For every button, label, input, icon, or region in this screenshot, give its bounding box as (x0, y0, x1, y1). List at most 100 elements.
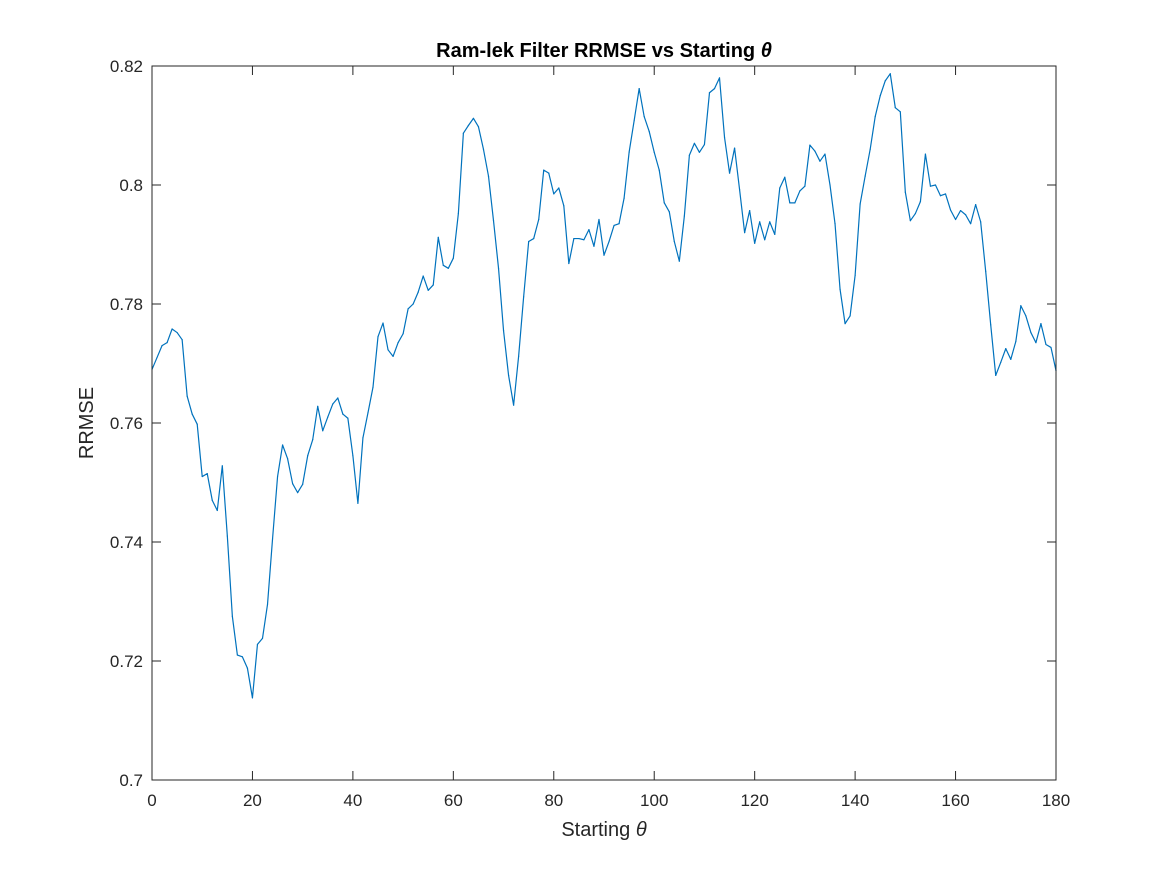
data-point (688, 154, 690, 156)
data-point (959, 209, 962, 212)
data-point (281, 444, 284, 446)
y-axis-ticks: 0.7 0.72 0.74 0.76 0.78 0.8 0.82 (110, 57, 1056, 790)
data-point (1030, 331, 1032, 334)
data-point (844, 323, 846, 325)
data-point (261, 637, 264, 639)
data-point (372, 386, 374, 388)
data-point (749, 209, 751, 212)
data-point (668, 211, 670, 213)
data-point (733, 147, 736, 149)
data-point (477, 126, 480, 128)
data-point (1010, 358, 1012, 360)
x-tick-label: 40 (343, 791, 362, 810)
data-point (588, 229, 590, 231)
data-point (759, 221, 761, 223)
data-point (608, 240, 610, 243)
data-point (251, 697, 254, 699)
data-point (221, 465, 223, 467)
data-point (663, 202, 665, 204)
data-point (161, 345, 163, 347)
data-point (884, 80, 886, 82)
data-point (934, 184, 937, 186)
data-point (744, 232, 746, 234)
data-point (949, 209, 952, 211)
data-point (568, 262, 570, 265)
data-point (708, 92, 711, 94)
data-point (382, 322, 384, 324)
data-point (518, 355, 520, 357)
data-point (176, 331, 178, 334)
data-point (975, 204, 977, 206)
x-tick-label: 100 (640, 791, 668, 810)
data-point (914, 212, 916, 215)
data-point (462, 132, 464, 134)
data-point (678, 260, 680, 262)
data-point (327, 416, 329, 418)
data-point (452, 257, 454, 259)
data-point (523, 296, 525, 298)
data-point (407, 308, 409, 310)
data-point (432, 284, 434, 286)
data-point (598, 218, 600, 221)
data-point (653, 151, 655, 153)
data-point (201, 475, 203, 478)
data-point (256, 643, 259, 645)
data-point (186, 395, 188, 397)
y-tick-label: 0.82 (110, 57, 143, 76)
x-tick-label: 180 (1042, 791, 1070, 810)
data-point (352, 455, 354, 457)
data-point (603, 254, 605, 256)
x-axis-ticks: 0 20 40 60 80 100 120 140 160 180 (147, 66, 1070, 810)
data-point (859, 203, 861, 205)
data-point (427, 289, 429, 291)
data-point (528, 240, 530, 243)
data-point (985, 270, 987, 272)
data-point (1035, 342, 1037, 344)
y-tick-label: 0.78 (110, 295, 143, 314)
data-point (337, 397, 339, 399)
data-point (342, 413, 344, 415)
data-point (970, 223, 972, 225)
data-point (166, 342, 168, 344)
y-tick-label: 0.8 (119, 176, 143, 195)
data-point (849, 315, 851, 317)
data-point (543, 169, 545, 171)
data-point (683, 215, 685, 217)
chart-title-text: Ram-lek Filter RRMSE vs Starting (436, 40, 755, 62)
plot-area (152, 66, 1056, 780)
x-axis-label-text: Starting (561, 819, 630, 841)
data-point (583, 239, 585, 241)
data-point (357, 502, 359, 504)
x-axis-label-symbol: θ (636, 819, 647, 841)
data-point (965, 214, 967, 216)
x-tick-label: 80 (544, 791, 563, 810)
data-point (563, 205, 565, 207)
data-point (809, 144, 811, 146)
data-point (548, 172, 550, 174)
data-point (492, 220, 495, 222)
x-tick-label: 0 (147, 791, 156, 810)
data-point (829, 184, 831, 186)
data-point (879, 95, 881, 97)
y-tick-label: 0.76 (110, 414, 143, 433)
data-point (944, 193, 947, 195)
data-point (287, 458, 289, 460)
data-point (447, 267, 449, 269)
data-point (618, 223, 620, 225)
data-point (1000, 361, 1002, 363)
data-point (397, 342, 399, 344)
data-point (317, 405, 319, 407)
data-point (211, 499, 213, 501)
data-point (312, 439, 314, 441)
y-tick-label: 0.7 (119, 771, 143, 790)
data-point (487, 175, 490, 177)
data-point (417, 291, 419, 293)
data-point (789, 202, 791, 204)
data-point (236, 654, 238, 656)
data-point (231, 615, 233, 617)
data-point (658, 169, 660, 171)
data-point (1020, 305, 1022, 307)
data-point (402, 333, 404, 335)
data-point (507, 374, 510, 376)
data-point (839, 288, 841, 290)
